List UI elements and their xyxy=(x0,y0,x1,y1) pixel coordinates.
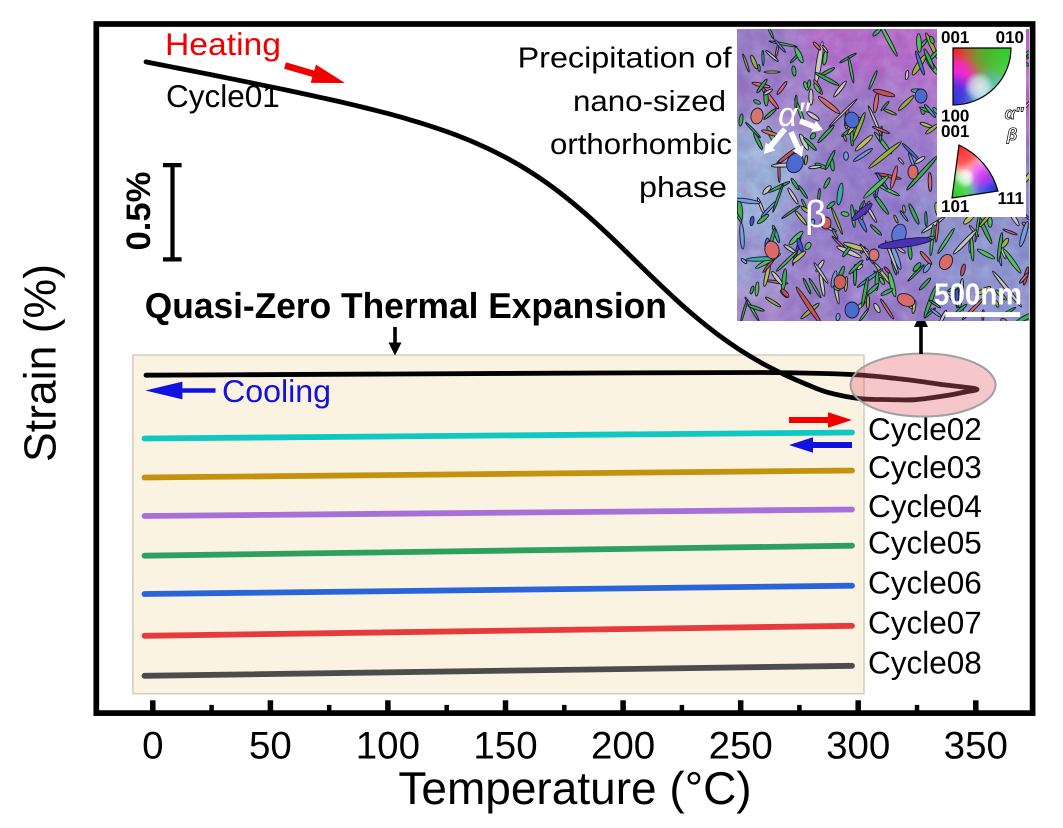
svg-text:500nm: 500nm xyxy=(934,278,1022,312)
svg-text:Cycle03: Cycle03 xyxy=(868,449,982,485)
svg-text:Cycle01: Cycle01 xyxy=(166,78,280,114)
svg-text:001: 001 xyxy=(941,122,969,141)
svg-text:0: 0 xyxy=(142,725,163,768)
svg-text:Precipitation of: Precipitation of xyxy=(518,43,733,75)
svg-text:150: 150 xyxy=(473,725,537,768)
svg-text:200: 200 xyxy=(591,725,655,768)
svg-text:100: 100 xyxy=(356,725,420,768)
svg-text:Strain (%): Strain (%) xyxy=(15,264,66,462)
svg-text:orthorhombic: orthorhombic xyxy=(550,129,732,161)
svg-text:250: 250 xyxy=(709,725,773,768)
svg-text:phase: phase xyxy=(639,172,727,204)
svg-text:Temperature (°C): Temperature (°C) xyxy=(398,762,751,814)
svg-text:300: 300 xyxy=(826,725,890,768)
svg-text:Cycle08: Cycle08 xyxy=(868,645,982,681)
svg-text:β: β xyxy=(805,194,827,236)
svg-text:nano-sized: nano-sized xyxy=(573,86,726,118)
svg-text:0.5%: 0.5% xyxy=(120,172,158,251)
svg-text:010: 010 xyxy=(996,28,1024,47)
svg-text:β: β xyxy=(1006,125,1018,144)
svg-text:α″: α″ xyxy=(1005,104,1025,123)
svg-text:Cycle07: Cycle07 xyxy=(868,605,982,641)
svg-text:101: 101 xyxy=(941,197,969,216)
svg-text:001: 001 xyxy=(941,28,969,47)
svg-text:Heating: Heating xyxy=(165,26,281,62)
svg-text:350: 350 xyxy=(944,725,1008,768)
svg-text:Cycle04: Cycle04 xyxy=(868,488,982,524)
svg-text:Cooling: Cooling xyxy=(222,373,331,409)
svg-text:Cycle05: Cycle05 xyxy=(868,524,982,560)
svg-text:100: 100 xyxy=(941,107,969,126)
svg-text:50: 50 xyxy=(249,725,292,768)
svg-text:Quasi-Zero Thermal Expansion: Quasi-Zero Thermal Expansion xyxy=(145,285,667,326)
svg-text:111: 111 xyxy=(998,189,1025,208)
svg-text:Cycle06: Cycle06 xyxy=(868,564,982,600)
